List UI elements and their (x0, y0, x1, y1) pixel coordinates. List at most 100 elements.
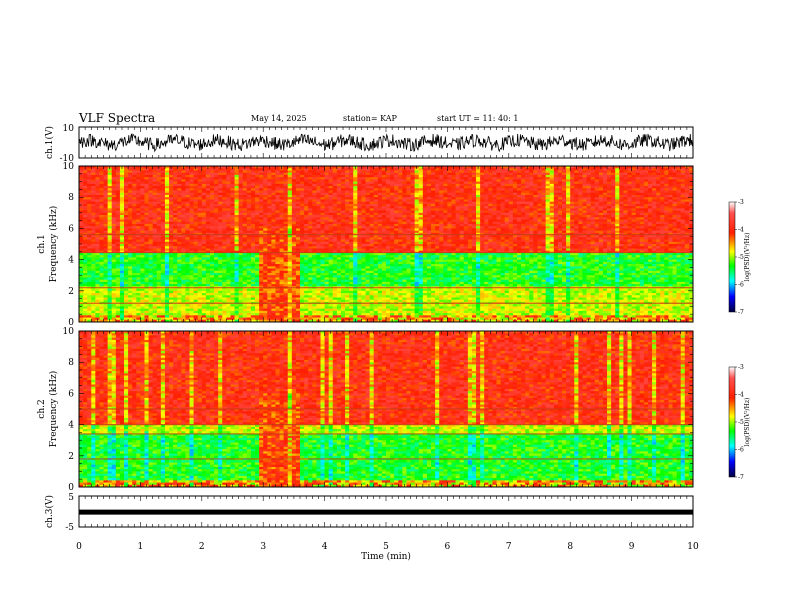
spectrogram-cell (189, 290, 195, 294)
spectrogram-cell (136, 199, 141, 203)
spectrogram-cell (291, 304, 297, 307)
spectrogram-cell (209, 252, 215, 256)
spectrogram-cell (218, 293, 223, 296)
spectrogram-cell (218, 252, 223, 256)
spectrogram-cell (255, 212, 260, 216)
spectrogram-cell (152, 177, 158, 180)
spectrogram-cell (156, 221, 162, 225)
spectrogram-cell (230, 264, 235, 267)
spectrogram-cell (148, 315, 154, 318)
spectrogram-cell (291, 210, 297, 214)
spectrogram-cell (197, 279, 203, 283)
spectrogram-cell (197, 197, 203, 200)
spectrogram-cell (119, 186, 125, 189)
spectrogram-cell (169, 181, 174, 185)
spectrogram-cell (205, 203, 211, 207)
spectrogram-cell (250, 252, 256, 256)
spectrogram-cell (205, 223, 211, 227)
spectrogram-cell (193, 210, 199, 214)
spectrogram-cell (238, 255, 244, 258)
spectrogram-cell (242, 174, 248, 178)
spectrogram-cell (144, 179, 149, 182)
spectrogram-cell (209, 266, 215, 269)
spectrogram-cell (136, 203, 141, 207)
spectrogram-cell (250, 299, 256, 303)
spectrogram-cell (230, 297, 235, 301)
spectrogram-cell (177, 181, 182, 185)
spectrogram-cell (250, 221, 256, 225)
spectrogram-cell (148, 188, 154, 191)
spectrogram-cell (226, 268, 231, 272)
spectrogram-cell (189, 281, 195, 285)
spectrogram-cell (271, 206, 276, 209)
spectrogram-cell (234, 252, 240, 256)
spectrogram-cell (132, 235, 137, 238)
spectrogram-cell (124, 203, 129, 207)
spectrogram-cell (242, 199, 248, 203)
spectrogram-cell (193, 244, 199, 247)
spectrogram-cell (119, 199, 125, 203)
spectrogram-cell (119, 241, 125, 245)
spectrogram-cell (124, 201, 129, 205)
spectrogram-cell (128, 237, 133, 240)
spectrogram-cell (107, 259, 113, 263)
spectrogram-cell (255, 252, 260, 256)
spectrogram-cell (156, 208, 162, 211)
spectrogram-cell (107, 190, 113, 194)
spectrogram-cell (209, 264, 215, 267)
spectrogram-cell (136, 277, 141, 281)
spectrogram-cell (148, 284, 154, 287)
spectrogram-cell (124, 177, 129, 180)
spectrogram-cell (132, 219, 137, 223)
spectrogram-cell (197, 295, 203, 298)
spectrogram-cell (173, 257, 178, 260)
spectrogram-cell (152, 221, 158, 225)
spectrogram-cell (156, 264, 162, 267)
spectrogram-cell (140, 170, 145, 174)
spectrogram-cell (226, 310, 231, 314)
spectrogram-cell (291, 206, 297, 209)
spectrogram-cell (140, 252, 145, 256)
spectrogram-cell (287, 221, 293, 225)
spectrogram-cell (148, 317, 154, 321)
spectrogram-cell (128, 168, 133, 171)
spectrogram-cell (173, 177, 178, 180)
spectrogram-cell (177, 186, 182, 189)
spectrogram-cell (148, 174, 154, 178)
spectrogram-cell (287, 219, 293, 223)
spectrogram-cell (250, 179, 256, 182)
spectrogram-cell (283, 252, 289, 256)
spectrogram-cell (152, 284, 158, 287)
spectrogram-cell (160, 288, 166, 292)
spectrogram-cell (250, 186, 256, 189)
spectrogram-cell (177, 241, 182, 245)
spectrogram-cell (103, 203, 109, 207)
spectrogram-cell (107, 183, 113, 187)
spectrogram-cell (189, 181, 195, 185)
spectrogram-cell (140, 275, 145, 278)
spectrogram-cell (115, 319, 121, 323)
spectrogram-cell (136, 290, 141, 294)
spectrogram-cell (259, 272, 264, 276)
spectrogram-cell (205, 248, 211, 252)
spectrogram-cell (259, 179, 264, 182)
spectrogram-cell (115, 313, 121, 316)
spectrogram-cell (201, 259, 207, 263)
spectrogram-cell (291, 270, 297, 274)
spectrogram-cell (156, 219, 162, 223)
spectrogram-cell (250, 212, 256, 216)
spectrogram-cell (103, 183, 109, 187)
spectrogram-cell (83, 210, 88, 214)
spectrogram-cell (267, 308, 272, 312)
spectrogram-cell (107, 315, 113, 318)
spectrogram-cell (259, 284, 264, 287)
spectrogram-cell (287, 188, 293, 191)
spectrogram-cell (185, 206, 190, 209)
spectrogram-cell (91, 177, 96, 180)
spectrogram-cell (103, 264, 109, 267)
spectrogram-cell (271, 239, 276, 243)
spectrogram-cell (234, 201, 240, 205)
spectrogram-cell (193, 212, 199, 216)
spectrogram-cell (111, 293, 117, 296)
spectrogram-cell (255, 230, 260, 234)
